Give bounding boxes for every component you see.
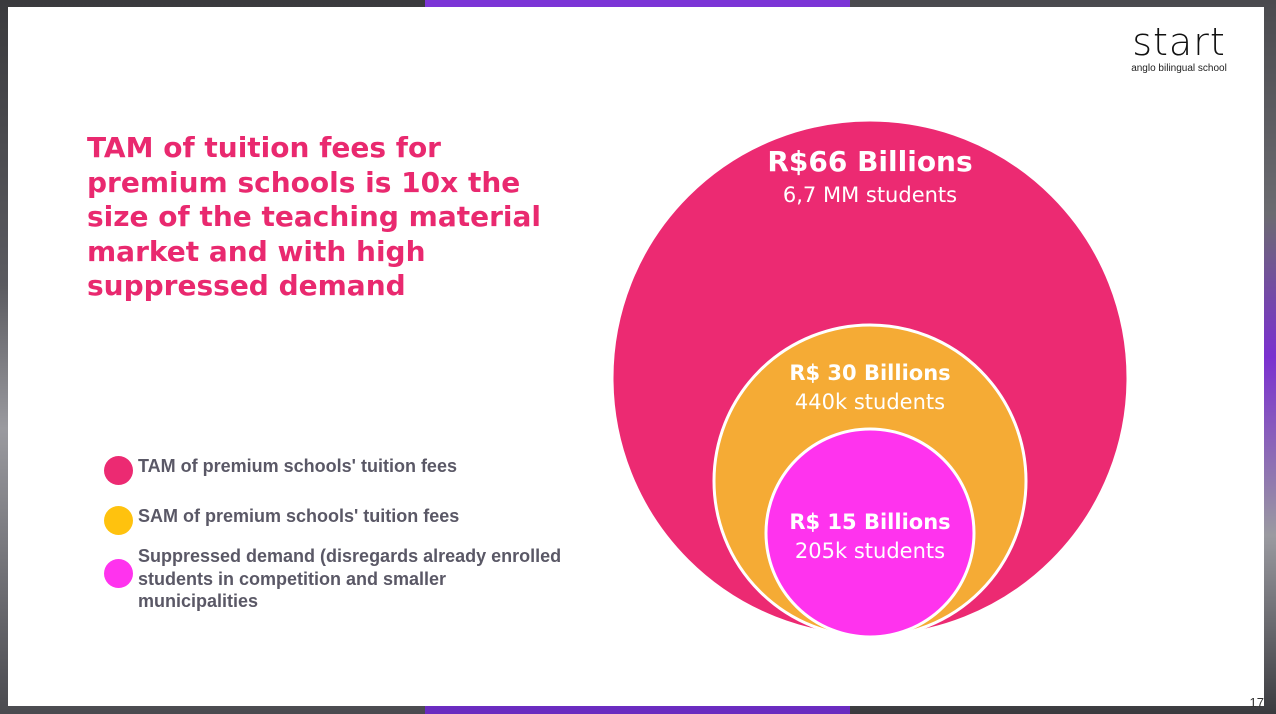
slide-headline: TAM of tuition fees for premium schools …: [87, 131, 541, 302]
legend-dot-sam: [104, 506, 133, 535]
page-number: 17: [1249, 695, 1264, 710]
tam-value-label: R$66 Billions: [767, 145, 972, 178]
suppressed-students-label: 205k students: [795, 539, 945, 563]
suppressed-demand-circle: [764, 427, 976, 639]
market-size-diagram: R$66 Billions 6,7 MM students R$ 30 Bill…: [610, 118, 1130, 639]
legend-label-suppressed: Suppressed demand (disregards already en…: [138, 546, 562, 611]
logo-tagline: anglo bilingual school: [1131, 63, 1227, 74]
tam-students-label: 6,7 MM students: [783, 183, 957, 207]
start-logo: start anglo bilingual school: [1126, 21, 1232, 79]
sam-students-label: 440k students: [795, 390, 945, 414]
sam-value-label: R$ 30 Billions: [789, 361, 950, 385]
logo-wordmark: start: [1132, 20, 1226, 64]
legend-dot-suppressed: [104, 559, 133, 588]
suppressed-value-label: R$ 15 Billions: [789, 510, 950, 534]
legend-dot-tam: [104, 456, 133, 485]
legend-label-sam: SAM of premium schools' tuition fees: [138, 506, 460, 526]
slide: start anglo bilingual school TAM of tuit…: [8, 7, 1264, 706]
legend-label-tam: TAM of premium schools' tuition fees: [138, 456, 457, 476]
